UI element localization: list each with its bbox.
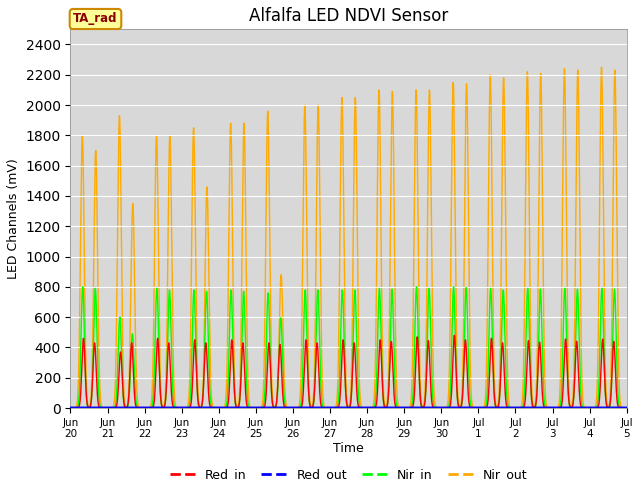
Title: Alfalfa LED NDVI Sensor: Alfalfa LED NDVI Sensor [249, 7, 448, 25]
X-axis label: Time: Time [333, 442, 364, 455]
Legend: Red_in, Red_out, Nir_in, Nir_out: Red_in, Red_out, Nir_in, Nir_out [165, 464, 532, 480]
Y-axis label: LED Channels (mV): LED Channels (mV) [7, 158, 20, 279]
Text: TA_rad: TA_rad [73, 12, 118, 25]
